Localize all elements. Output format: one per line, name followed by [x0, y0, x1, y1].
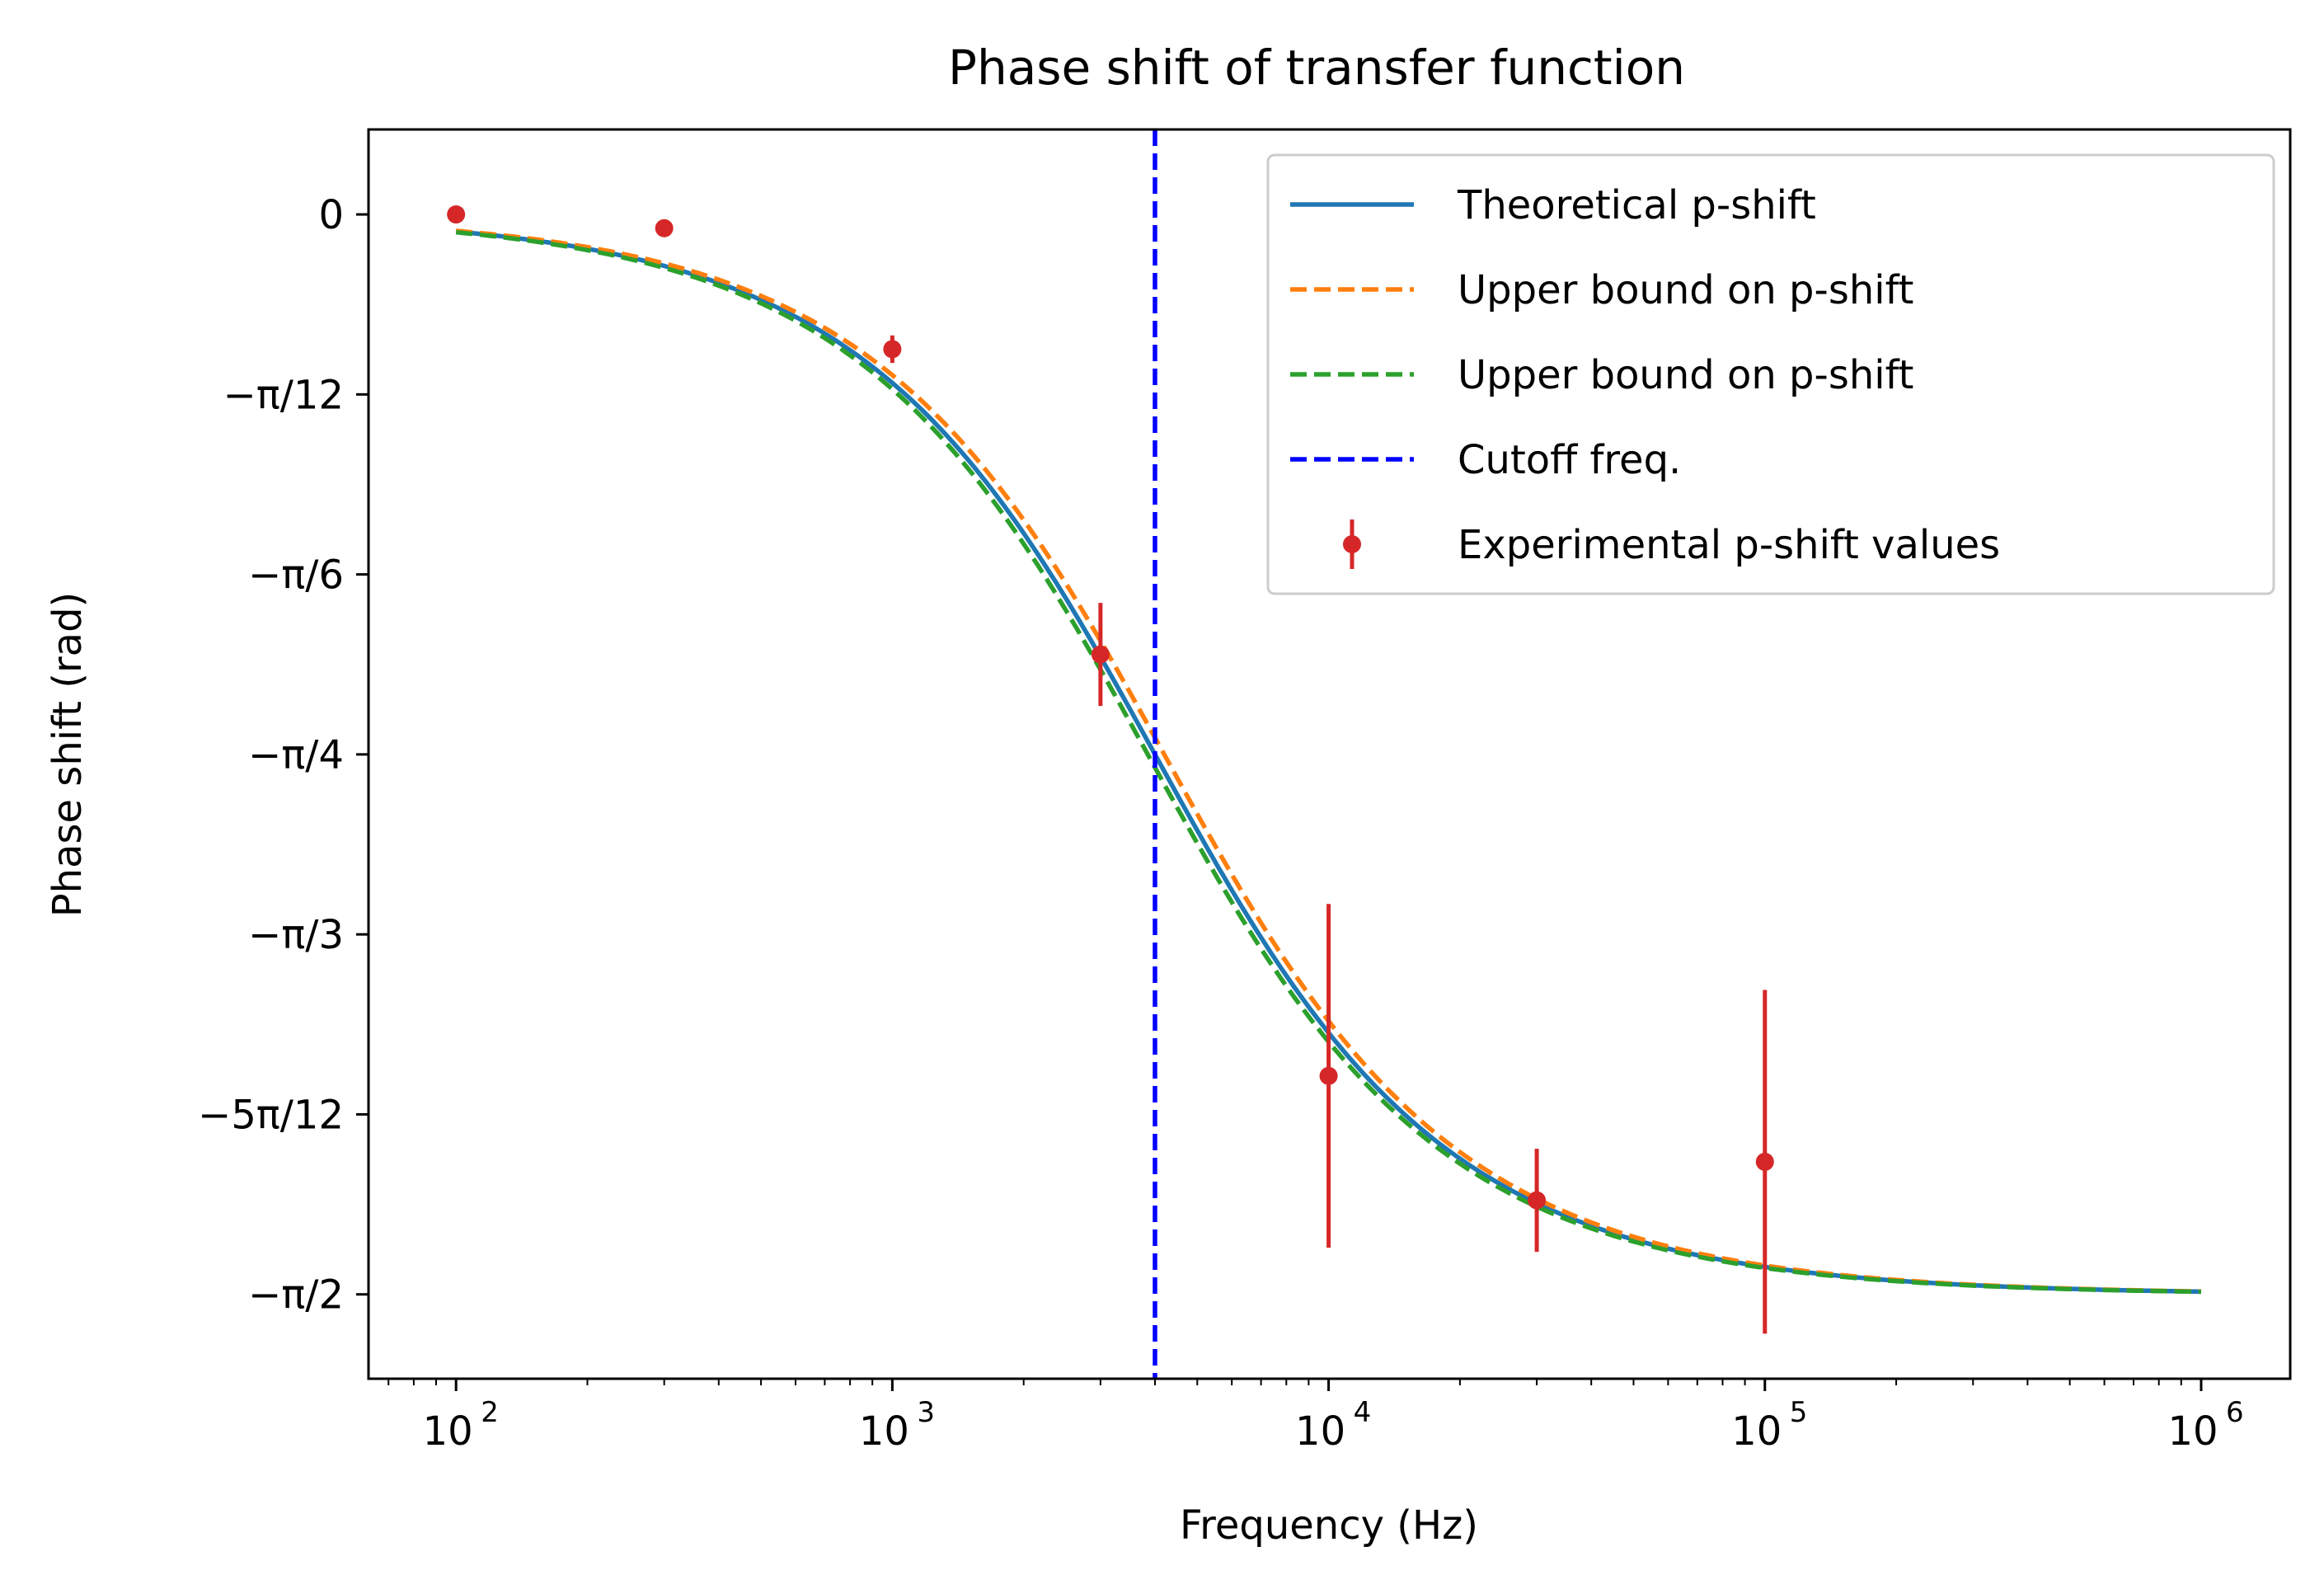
y-tick-label-4: −π/3 — [248, 912, 344, 958]
x-axis-label: Frequency (Hz) — [1180, 1502, 1478, 1549]
legend-label-0: Theoretical p-shift — [1457, 182, 1816, 228]
curve-2 — [455, 229, 2202, 1295]
y-tick-label-6: −π/2 — [248, 1272, 344, 1319]
data-point-1 — [655, 219, 674, 237]
x-tick-exponent-3: 5 — [1790, 1396, 1808, 1429]
x-axis: 10 2 10 3 10 4 10 5 10 6 — [387, 1379, 2244, 1455]
y-tick-label-3: −π/4 — [248, 732, 344, 778]
chart-title: Phase shift of transfer function — [948, 40, 1685, 96]
data-point-3 — [1091, 645, 1110, 664]
legend-marker-4 — [1343, 535, 1361, 553]
x-tick-exponent-4: 6 — [2226, 1396, 2244, 1429]
x-tick-label-0: 10 — [423, 1408, 473, 1455]
data-point-0 — [447, 205, 466, 224]
data-point-5 — [1528, 1191, 1547, 1210]
x-tick-label-4: 10 — [2167, 1408, 2218, 1455]
x-tick-exponent-2: 4 — [1354, 1396, 1372, 1429]
legend-label-4: Experimental p-shift values — [1458, 522, 2000, 568]
y-tick-label-5: −5π/12 — [198, 1092, 344, 1138]
y-tick-label-0: 0 — [318, 192, 344, 238]
x-tick-exponent-0: 2 — [481, 1396, 499, 1429]
data-point-2 — [883, 340, 902, 359]
legend-box — [1266, 153, 2275, 595]
y-tick-label-1: −π/12 — [223, 372, 344, 418]
x-tick-exponent-1: 3 — [917, 1396, 935, 1429]
legend: Theoretical p-shift Upper bound on p-shif… — [1266, 153, 2275, 595]
x-tick-label-1: 10 — [859, 1408, 909, 1455]
series-group — [447, 129, 2202, 1379]
x-tick-label-2: 10 — [1295, 1408, 1345, 1455]
data-point-4 — [1319, 1066, 1338, 1085]
legend-label-2: Upper bound on p-shift — [1458, 352, 1913, 398]
y-axis: 0 −π/12 −π/6 −π/4 −π/3 −5π/12 −π/2 — [198, 192, 369, 1319]
y-axis-label: Phase shift (rad) — [45, 592, 91, 918]
data-point-6 — [1755, 1152, 1774, 1171]
y-tick-label-2: −π/6 — [248, 552, 344, 599]
plot-area — [447, 129, 2202, 1379]
legend-label-3: Cutoff freq. — [1458, 437, 1681, 483]
legend-label-1: Upper bound on p-shift — [1458, 267, 1913, 313]
x-tick-label-3: 10 — [1731, 1408, 1782, 1455]
